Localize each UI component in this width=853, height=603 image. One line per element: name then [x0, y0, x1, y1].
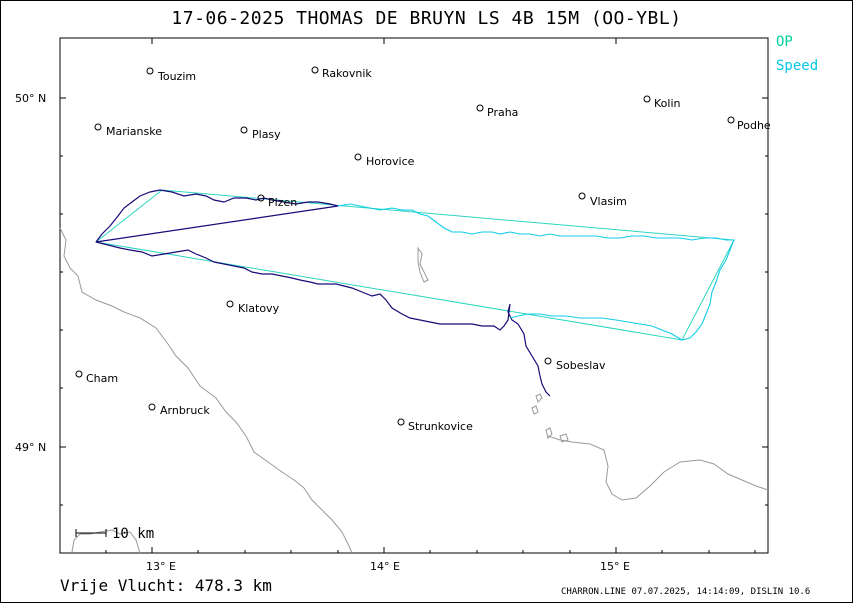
- city-label: Klatovy: [238, 302, 280, 315]
- right-ticks: [762, 97, 768, 506]
- city-label: Marianske: [106, 125, 162, 138]
- city-marker-icon: [727, 116, 735, 124]
- flight-track-dark: [95, 189, 551, 397]
- lake-south-2: [531, 405, 539, 415]
- city-cham: Cham: [75, 370, 118, 385]
- city-label: Sobeslav: [556, 359, 606, 372]
- city-marker-icon: [476, 104, 484, 112]
- city-label: Cham: [86, 372, 118, 385]
- free-flight-distance: Vrije Vlucht: 478.3 km: [60, 576, 272, 595]
- city-podhe: Podhe: [727, 116, 771, 132]
- lake-south-4: [559, 433, 569, 443]
- city-marker-icon: [240, 126, 248, 134]
- city-label: Horovice: [366, 155, 415, 168]
- city-vlasim: Vlasim: [578, 192, 627, 208]
- city-label: Podhe: [737, 119, 771, 132]
- lake-south-1: [535, 393, 543, 403]
- city-marker-icon: [578, 192, 586, 200]
- city-strunkovice: Strunkovice: [397, 418, 473, 433]
- city-marker-icon: [544, 357, 552, 365]
- country-border: [59, 227, 353, 554]
- city-arnbruck: Arnbruck: [148, 403, 210, 417]
- country-border-south: [547, 435, 769, 501]
- city-marker-icon: [75, 370, 83, 378]
- task-triangle: [94, 189, 735, 341]
- city-marker-icon: [148, 403, 156, 411]
- city-marker-icon: [146, 67, 154, 75]
- city-marker-icon: [311, 66, 319, 74]
- city-kolin: Kolin: [643, 95, 681, 110]
- page-title: 17-06-2025 THOMAS DE BRUYN LS 4B 15M (OO…: [171, 8, 682, 29]
- city-marker-icon: [257, 194, 265, 202]
- top-ticks: [151, 38, 617, 44]
- bottom-ticks: [105, 547, 756, 553]
- city-marker-icon: [94, 123, 102, 131]
- city-marker-icon: [226, 300, 234, 308]
- city-klatovy: Klatovy: [226, 300, 280, 315]
- scale-bar-label: 10 km: [112, 526, 154, 542]
- city-label: Arnbruck: [160, 404, 210, 417]
- legend-speed-label: Speed: [776, 58, 819, 74]
- lat-label-49: 49° N: [15, 441, 46, 454]
- city-touzim: Touzim: [146, 67, 196, 83]
- render-metadata: CHARRON.LINE 07.07.2025, 14:14:09, DISLI…: [561, 587, 811, 597]
- lon-label-14: 14° E: [370, 560, 400, 573]
- city-label: Plasy: [252, 128, 281, 141]
- city-marker-icon: [397, 418, 405, 426]
- city-plasy: Plasy: [240, 126, 281, 141]
- lake-south-3: [545, 427, 553, 439]
- lon-label-15: 15° E: [600, 560, 630, 573]
- city-label: Touzim: [157, 70, 196, 83]
- map-border: [59, 37, 769, 554]
- flight-track-speed: [337, 203, 735, 341]
- city-sobeslav: Sobeslav: [544, 357, 606, 372]
- lake-orlik: [417, 246, 429, 283]
- city-praha: Praha: [476, 104, 518, 119]
- lat-label-50: 50° N: [15, 92, 46, 105]
- city-marker-icon: [643, 95, 651, 103]
- city-label: Vlasim: [590, 195, 627, 208]
- city-label: Rakovnik: [322, 67, 372, 80]
- lon-label-13: 13° E: [146, 560, 176, 573]
- city-label: Plzen: [268, 196, 297, 209]
- city-label: Strunkovice: [408, 420, 473, 433]
- city-label: Kolin: [654, 97, 681, 110]
- city-plzen: Plzen: [257, 194, 297, 209]
- left-ticks: [60, 97, 66, 506]
- city-marianske: Marianske: [94, 123, 162, 138]
- scale-bar: [75, 529, 107, 537]
- city-label: Praha: [487, 106, 518, 119]
- city-horovice: Horovice: [354, 153, 415, 168]
- legend-op-label: OP: [776, 34, 793, 50]
- city-marker-icon: [354, 153, 362, 161]
- city-rakovnik: Rakovnik: [311, 66, 372, 80]
